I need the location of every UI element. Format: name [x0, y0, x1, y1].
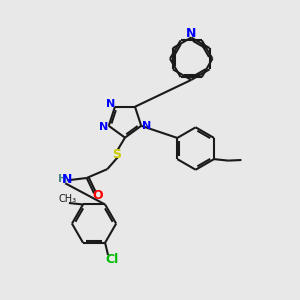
Text: N: N [106, 99, 115, 110]
Text: O: O [93, 188, 104, 202]
Text: N: N [61, 172, 72, 186]
Text: N: N [142, 121, 151, 131]
Text: Cl: Cl [105, 253, 118, 266]
Text: N: N [99, 122, 108, 132]
Text: CH₃: CH₃ [58, 194, 76, 204]
Text: N: N [186, 27, 196, 40]
Text: H: H [58, 174, 67, 184]
Text: S: S [112, 148, 122, 160]
